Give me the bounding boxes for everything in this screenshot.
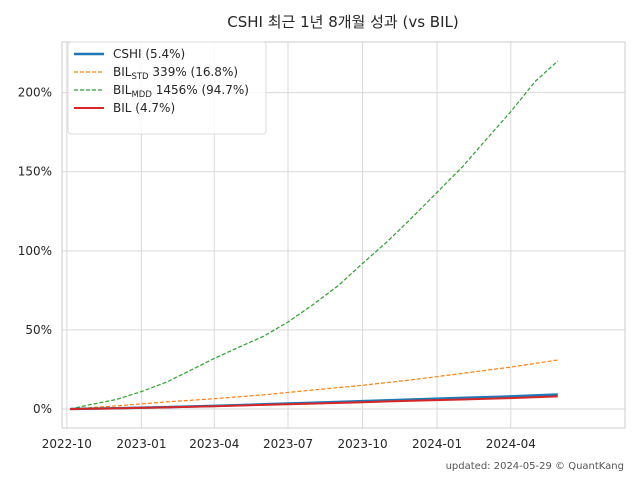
x-tick-label: 2023-10 xyxy=(337,437,387,451)
legend-box xyxy=(67,41,267,135)
legend-label: BILSTD 339% (16.8%) xyxy=(113,65,238,82)
y-tick-label: 0% xyxy=(33,402,52,416)
footer-note: updated: 2024-05-29 © QuantKang xyxy=(446,461,624,472)
series-lines xyxy=(69,60,559,411)
y-tick-label: 150% xyxy=(18,165,52,179)
x-tick-label: 2023-01 xyxy=(116,437,166,451)
series-line-2 xyxy=(69,60,559,410)
x-tick-label: 2023-04 xyxy=(189,437,239,451)
x-tick-label: 2022-10 xyxy=(42,437,92,451)
x-tick-label: 2023-07 xyxy=(263,437,313,451)
legend-label: BILMDD 1456% (94.7%) xyxy=(113,83,249,100)
x-axis: 2022-10 2023-01 2023-04 2023-07 2023-10 2024-… xyxy=(42,437,536,451)
series-line-1 xyxy=(70,359,558,410)
legend-label: CSHI (5.4%) xyxy=(113,47,185,61)
legend-label: BIL (4.7%) xyxy=(113,101,175,115)
plot-frame xyxy=(61,41,626,429)
y-axis: 0% 50% 100% 150% 200% xyxy=(18,86,52,416)
x-tick-label: 2024-01 xyxy=(412,437,462,451)
y-tick-label: 200% xyxy=(18,86,52,100)
legend: CSHI (5.4%) BILSTD 339% (16.8%)BILMDD 145… xyxy=(67,41,267,135)
y-tick-label: 50% xyxy=(25,323,52,337)
series-line-0 xyxy=(70,393,558,411)
x-tick-label: 2024-04 xyxy=(486,437,536,451)
series-line-3 xyxy=(70,395,558,410)
chart-title: CSHI 최근 1년 8개월 성과 (vs BIL) xyxy=(227,13,458,31)
y-tick-label: 100% xyxy=(18,244,52,258)
